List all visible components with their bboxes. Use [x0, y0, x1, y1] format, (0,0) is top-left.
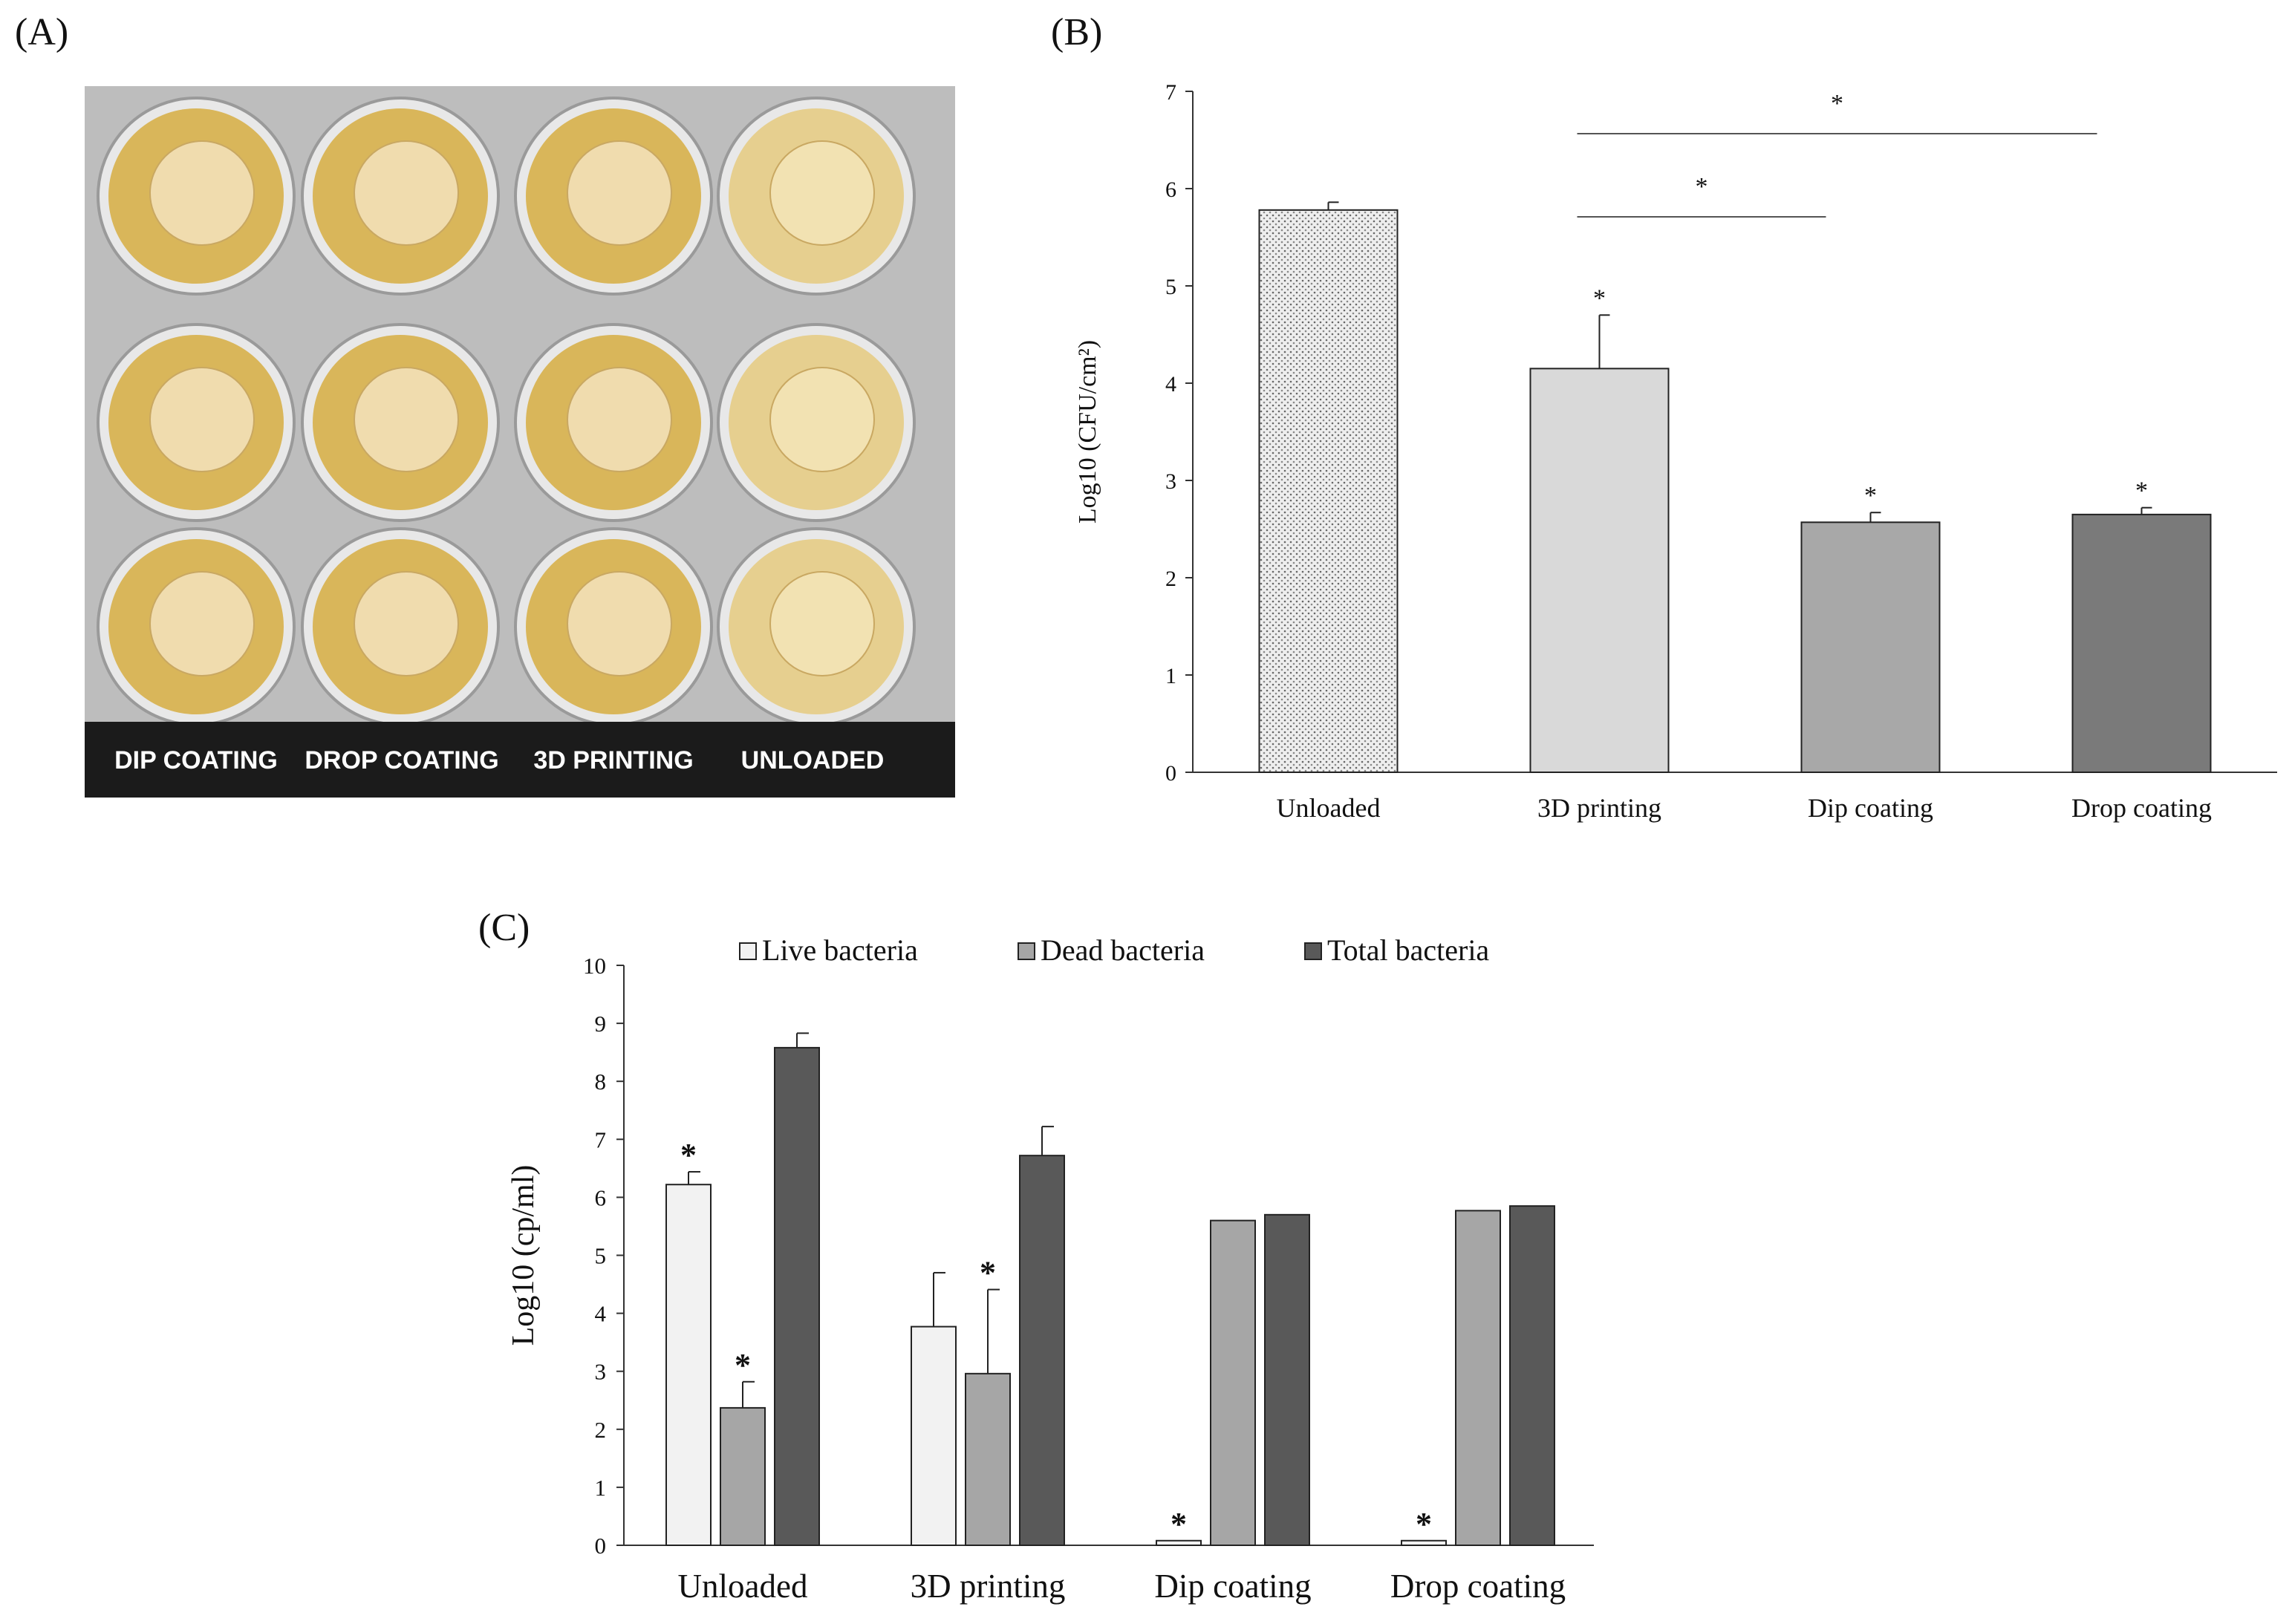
panel-c-label: (C) [478, 907, 530, 949]
c-bar-live-bacteria [1401, 1539, 1447, 1546]
b-y-tick-label: 4 [1165, 372, 1176, 397]
c-legend-item: Dead bacteria [1018, 933, 1205, 967]
well [301, 97, 500, 296]
c-y-tick-label: 6 [595, 1184, 607, 1210]
b-bracket-star: * [1831, 90, 1843, 117]
c-legend-swatch [739, 942, 757, 960]
c-bar-dead-bacteria [965, 1372, 1011, 1546]
c-legend-swatch [1304, 942, 1322, 960]
photo-captions: DIP COATING DROP COATING 3D PRINTING UNL… [114, 746, 884, 775]
b-bracket-star: * [1696, 173, 1708, 200]
c-legend-item: Total bacteria [1304, 933, 1489, 967]
c-y-axis-label: Log10 (cp/ml) [507, 1165, 541, 1346]
c-x-tick-label: Unloaded [678, 1568, 808, 1605]
b-significance-star: * [1864, 482, 1877, 509]
scaffold-disc [567, 571, 672, 676]
c-bar-live-bacteria [911, 1325, 957, 1546]
c-x-tick-label: 3D printing [911, 1568, 1066, 1605]
well [301, 323, 500, 522]
c-legend-swatch [1018, 942, 1035, 960]
scaffold-disc [567, 367, 672, 472]
c-significance-star: * [680, 1137, 697, 1173]
caption-drop-coating: DROP COATING [305, 746, 498, 775]
b-significance-star: * [2135, 477, 2148, 505]
b-y-tick-label: 0 [1165, 761, 1176, 786]
well [514, 97, 713, 296]
caption-3d-printing: 3D PRINTING [533, 746, 693, 775]
scaffold-disc [769, 367, 875, 472]
c-y-tick-label: 2 [595, 1417, 607, 1443]
scaffold-disc [354, 571, 459, 676]
c-bar-total-bacteria [1264, 1213, 1310, 1546]
b-x-tick-label: Drop coating [2071, 793, 2212, 823]
b-y-tick-label: 7 [1165, 80, 1176, 105]
scaffold-disc [149, 140, 255, 246]
b-y-tick-label: 6 [1165, 177, 1176, 202]
scaffold-disc [354, 367, 459, 472]
b-bar-drop-coating [2071, 513, 2212, 773]
scaffold-disc [769, 571, 875, 676]
b-bar-dip-coating [1800, 521, 1941, 774]
b-x-tick-label: Dip coating [1808, 793, 1933, 823]
well [717, 527, 916, 726]
b-y-tick-label: 2 [1165, 567, 1176, 591]
well [97, 323, 296, 522]
c-bar-dead-bacteria [720, 1406, 766, 1546]
b-x-tick-label: Unloaded [1277, 793, 1381, 823]
caption-dip-coating: DIP COATING [114, 746, 278, 775]
b-y-tick-label: 5 [1165, 275, 1176, 299]
c-y-tick-label: 5 [595, 1243, 607, 1269]
c-significance-star: * [1416, 1506, 1432, 1542]
panel-b-label: (B) [1051, 11, 1103, 53]
c-bar-total-bacteria [1509, 1205, 1555, 1546]
c-bar-live-bacteria [1156, 1539, 1202, 1546]
c-significance-star: * [980, 1255, 996, 1291]
panel-a-label: (A) [15, 11, 69, 53]
well [97, 527, 296, 726]
c-bar-total-bacteria [774, 1046, 820, 1546]
b-y-tick-label: 1 [1165, 664, 1176, 688]
scaffold-disc [149, 571, 255, 676]
scaffold-disc [354, 140, 459, 246]
b-y-axis-label: Log10 (CFU/cm²) [1074, 340, 1101, 524]
b-y-tick-label: 3 [1165, 469, 1176, 494]
caption-bar [85, 722, 955, 798]
c-legend-label: Dead bacteria [1041, 933, 1205, 967]
well [514, 323, 713, 522]
well [97, 97, 296, 296]
c-legend-label: Live bacteria [762, 933, 918, 967]
c-y-tick-label: 4 [595, 1301, 607, 1327]
c-y-tick-label: 10 [583, 953, 606, 979]
c-legend-label: Total bacteria [1327, 933, 1489, 967]
b-significance-star: * [1593, 284, 1606, 312]
c-y-tick-label: 3 [595, 1359, 607, 1385]
caption-unloaded: UNLOADED [741, 746, 885, 775]
c-y-tick-label: 1 [595, 1475, 607, 1501]
well [514, 527, 713, 726]
well-plate-photo: DIP COATING DROP COATING 3D PRINTING UNL… [85, 86, 955, 798]
c-y-tick-label: 7 [595, 1126, 607, 1152]
scaffold-disc [149, 367, 255, 472]
c-bar-live-bacteria [665, 1184, 712, 1547]
c-y-tick-label: 9 [595, 1011, 607, 1037]
c-y-tick-label: 8 [595, 1069, 607, 1095]
c-significance-star: * [1171, 1506, 1187, 1542]
well [717, 323, 916, 522]
scaffold-disc [769, 140, 875, 246]
well [301, 527, 500, 726]
scaffold-disc [567, 140, 672, 246]
c-x-tick-label: Dip coating [1154, 1568, 1311, 1605]
c-bar-dead-bacteria [1455, 1210, 1501, 1547]
c-x-tick-label: Drop coating [1390, 1568, 1566, 1605]
c-bar-dead-bacteria [1210, 1219, 1256, 1546]
c-bar-total-bacteria [1019, 1155, 1065, 1546]
c-y-tick-label: 0 [595, 1533, 607, 1559]
well [717, 97, 916, 296]
b-bar-unloaded [1258, 209, 1399, 773]
c-legend-item: Live bacteria [739, 933, 918, 967]
c-significance-star: * [735, 1347, 751, 1383]
b-x-tick-label: 3D printing [1537, 793, 1661, 823]
chart-b: 0 1 2 3 4 5 6 7 Log10 (CFU/cm²) Unloaded * 3D print… [1074, 80, 2277, 823]
